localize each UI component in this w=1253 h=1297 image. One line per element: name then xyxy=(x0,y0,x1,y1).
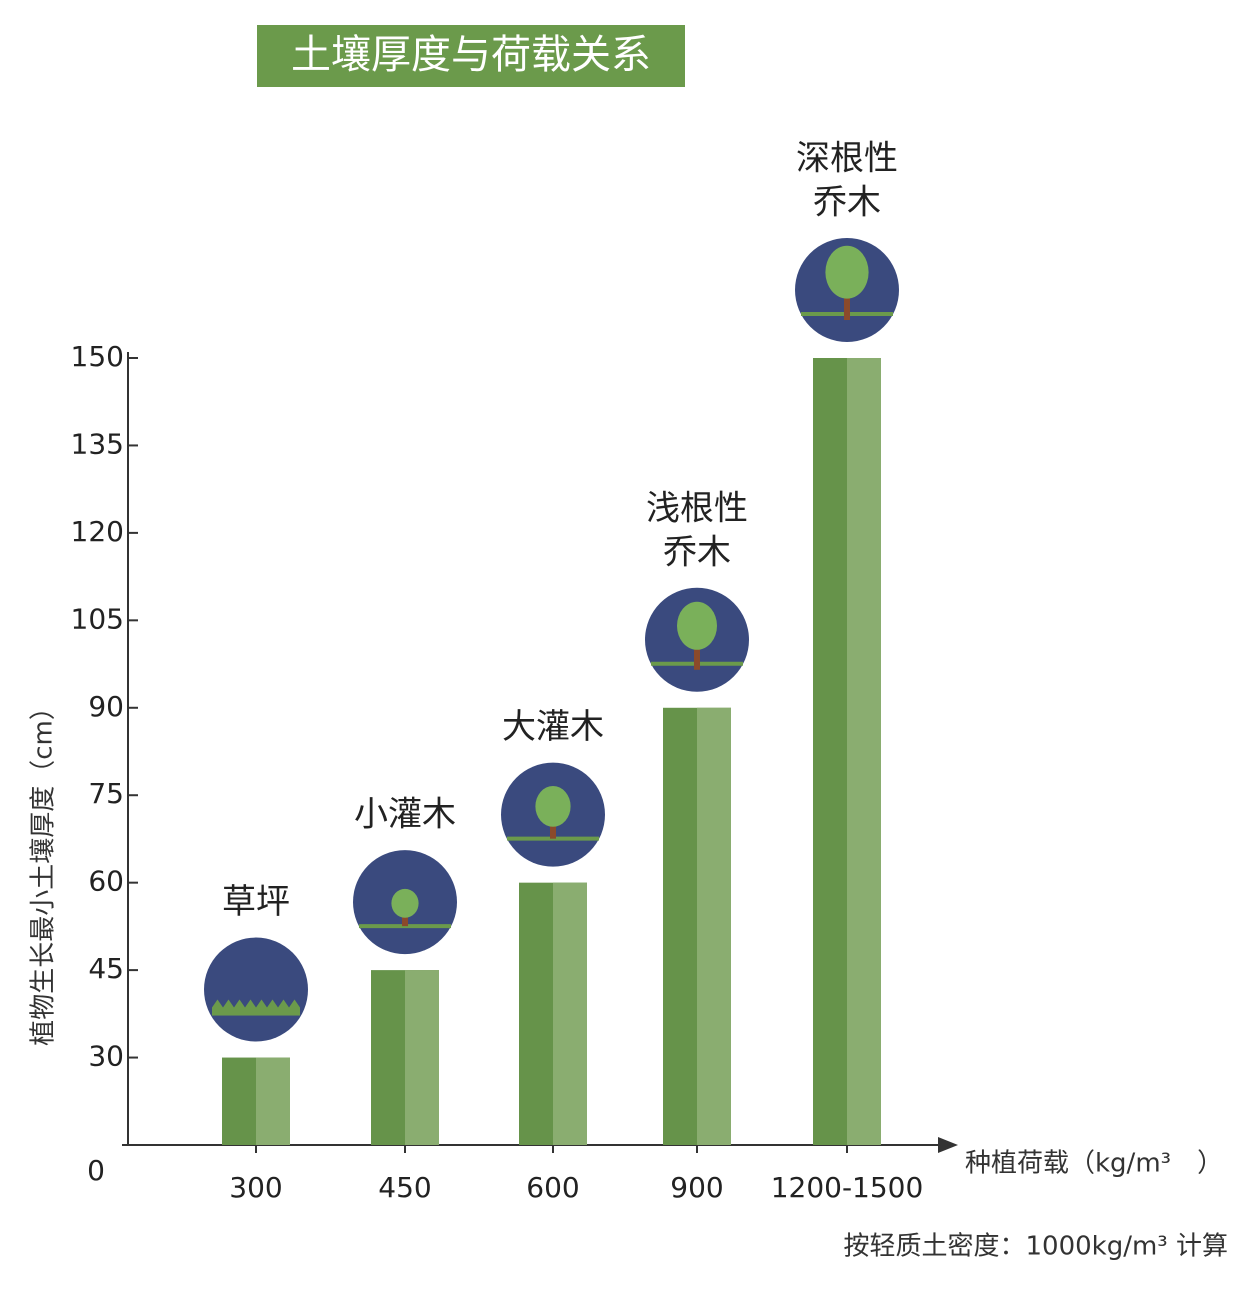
x-tick-label: 1200-1500 xyxy=(771,1171,924,1204)
y-tick-label: 90 xyxy=(88,690,124,723)
plant-icon xyxy=(353,850,457,955)
x-tick-label: 300 xyxy=(229,1171,282,1204)
leaf xyxy=(535,785,571,827)
leaf xyxy=(825,245,869,299)
plant-icon xyxy=(501,762,605,867)
x-axis-label: 种植荷载（kg/m³ ） xyxy=(965,1149,1223,1179)
bar-highlight xyxy=(256,1057,290,1145)
y-tick-label: 150 xyxy=(71,340,124,373)
origin-label: 0 xyxy=(87,1154,105,1187)
y-tick-label: 105 xyxy=(71,602,124,635)
plant-label: 乔木 xyxy=(663,532,731,572)
x-tick-label: 600 xyxy=(526,1171,579,1204)
x-tick-label: 450 xyxy=(378,1171,431,1204)
plant-icon xyxy=(204,937,308,1042)
plant-label: 草坪 xyxy=(222,882,290,922)
bar-highlight xyxy=(405,970,439,1145)
y-tick-label: 75 xyxy=(88,777,124,810)
x-axis-arrow xyxy=(938,1137,958,1153)
y-tick-label: 120 xyxy=(71,515,124,548)
title-box xyxy=(257,25,685,87)
grass xyxy=(212,999,300,1012)
trunk xyxy=(694,633,700,670)
plant-label: 小灌木 xyxy=(354,795,456,835)
plant-label: 深根性 xyxy=(796,139,898,179)
footnote: 按轻质土密度：1000kg/m³ 计算 xyxy=(843,1232,1228,1262)
icon-circle xyxy=(204,937,308,1042)
plant-icon xyxy=(645,587,749,692)
y-tick-label: 60 xyxy=(88,865,124,898)
chart-title: 土壤厚度与荷载关系 xyxy=(291,32,651,78)
leaf xyxy=(677,601,717,650)
x-tick-label: 900 xyxy=(670,1171,723,1204)
bar-highlight xyxy=(847,358,881,1145)
leaf xyxy=(391,888,419,918)
plant-icon xyxy=(795,238,899,342)
plant-label: 浅根性 xyxy=(646,488,748,528)
plant-label: 大灌木 xyxy=(502,707,604,747)
y-tick-label: 135 xyxy=(71,427,124,460)
bar-highlight xyxy=(697,707,731,1145)
y-tick-label: 45 xyxy=(88,952,124,985)
y-tick-label: 30 xyxy=(88,1040,124,1073)
bar-highlight xyxy=(553,882,587,1145)
trunk xyxy=(844,281,850,320)
grass-ground xyxy=(212,1009,300,1016)
plant-label: 乔木 xyxy=(813,183,881,223)
y-axis-label: 植物生长最小土壤厚度（cm） xyxy=(29,694,59,1046)
